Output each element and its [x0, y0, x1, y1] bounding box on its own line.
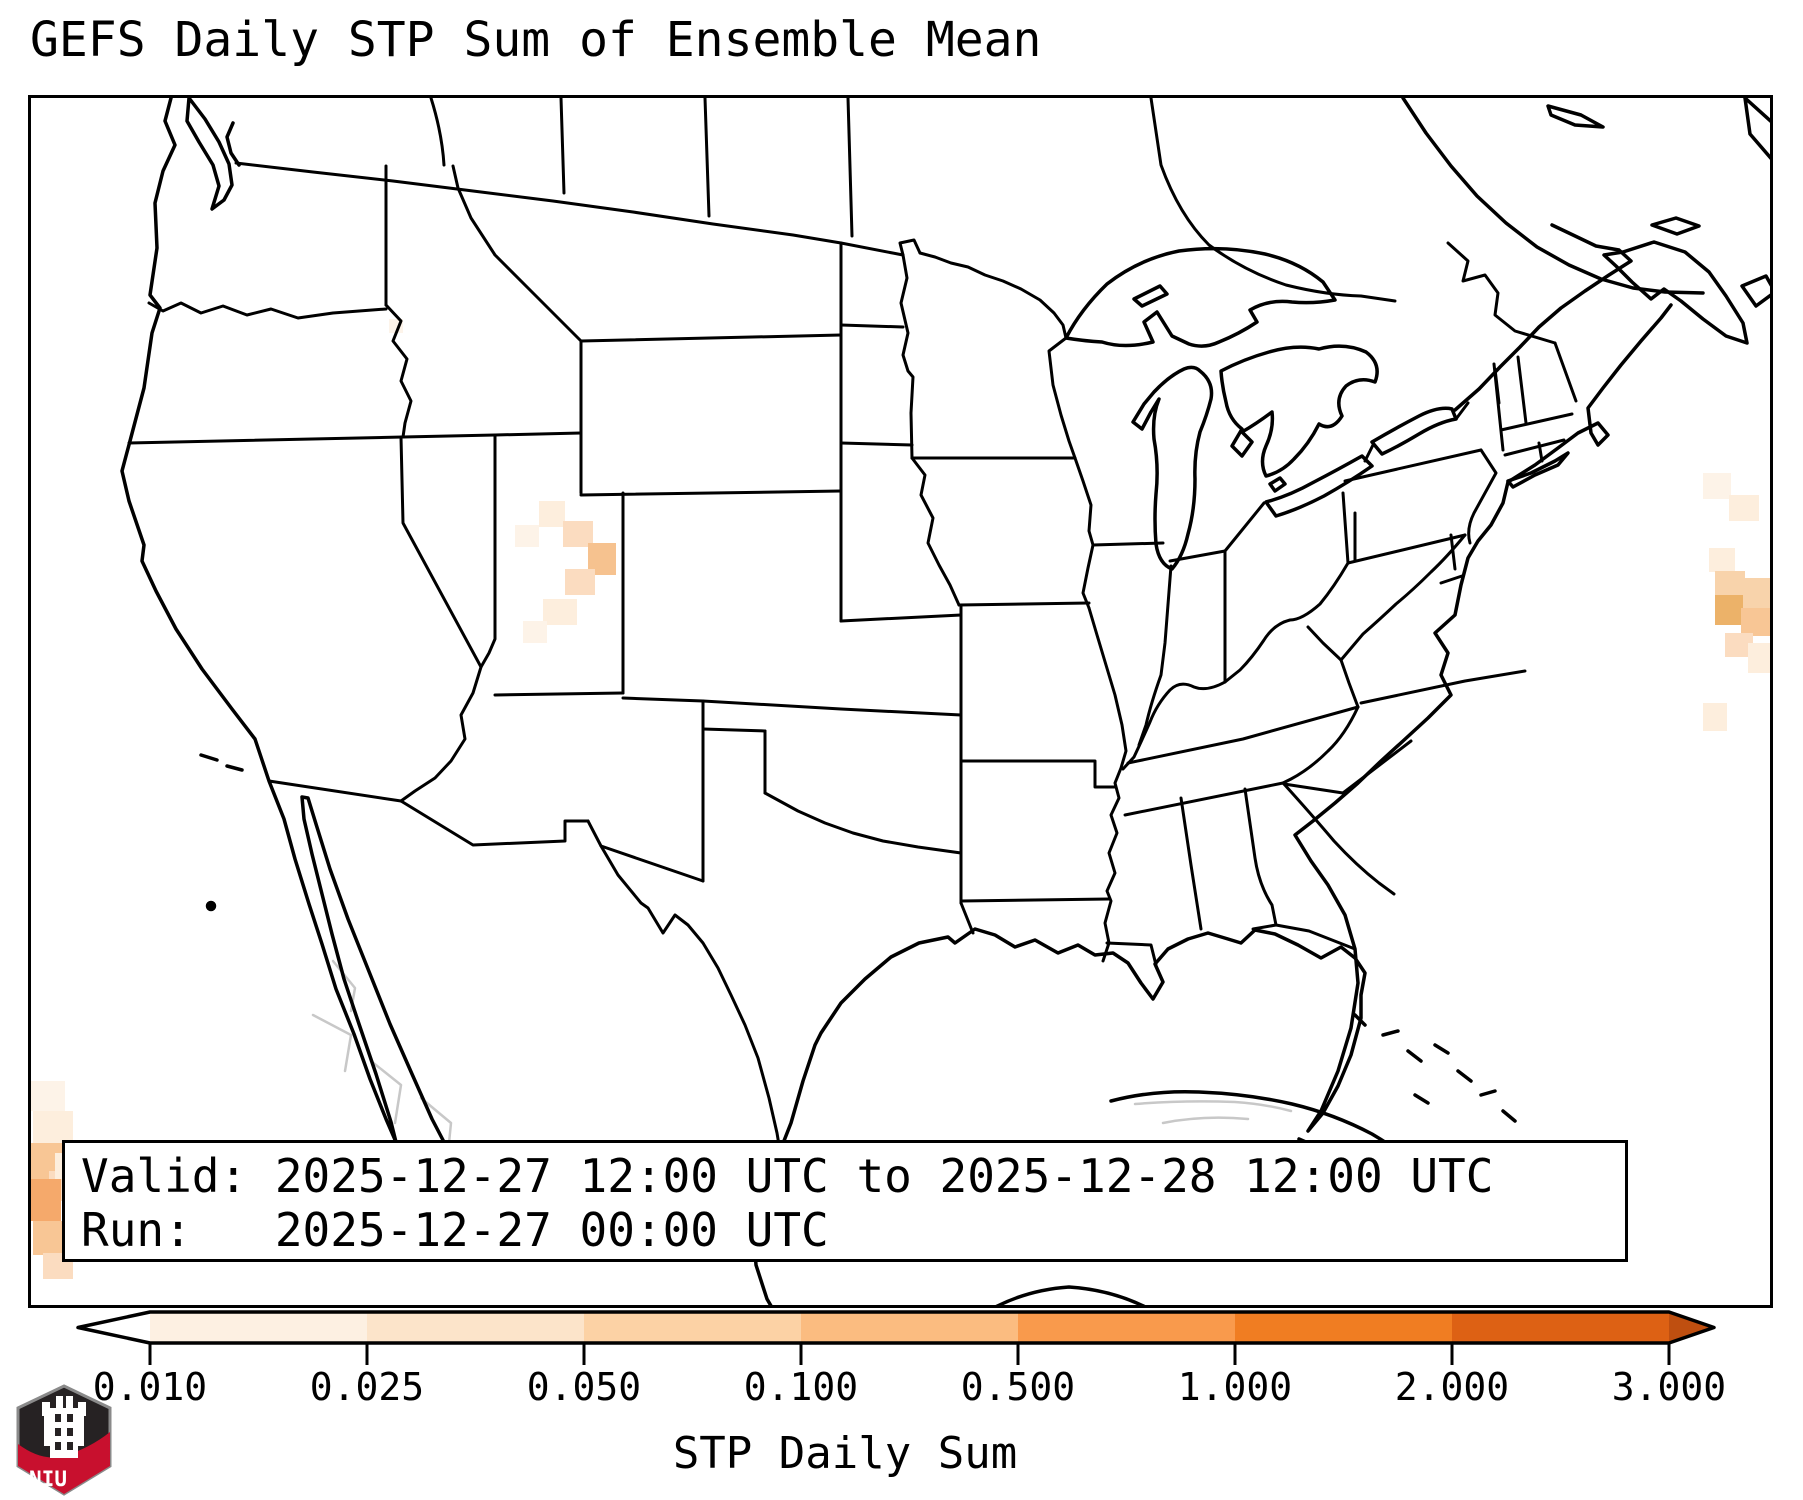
colorbar-segment	[367, 1312, 585, 1343]
colorbar-segment	[801, 1312, 1019, 1343]
colorbar-segment	[1452, 1312, 1670, 1343]
stp-data-patch	[1715, 571, 1745, 599]
info-box: Valid: 2025-12-27 12:00 UTC to 2025-12-2…	[62, 1140, 1628, 1262]
stp-data-patch	[515, 525, 539, 547]
stp-data-patch	[1709, 548, 1735, 572]
colorbar-tick-label: 3.000	[1612, 1365, 1726, 1409]
colorbar-outline	[76, 1310, 1716, 1345]
stp-data-patch	[565, 569, 595, 595]
stp-data-patch	[563, 521, 593, 547]
stp-data-patch	[1703, 703, 1727, 731]
stp-data-patch	[33, 1111, 73, 1145]
map-frame: Valid: 2025-12-27 12:00 UTC to 2025-12-2…	[28, 95, 1773, 1308]
colorbar-tick-label: 0.050	[527, 1365, 641, 1409]
stp-data-patch	[1741, 608, 1770, 636]
colorbar-segment	[584, 1312, 802, 1343]
state-borders	[127, 161, 1578, 1153]
stp-data-patch	[1748, 643, 1770, 673]
logo-text: NIU	[29, 1467, 67, 1491]
colorbar-segment	[150, 1312, 368, 1343]
colorbar-segments	[150, 1312, 1670, 1343]
colorbar-under-arrow	[78, 1312, 150, 1343]
niu-logo: NIU	[16, 1384, 112, 1496]
run-time-text: Run: 2025-12-27 00:00 UTC	[81, 1203, 829, 1257]
stp-data-patch	[1729, 495, 1759, 521]
map-patches	[31, 98, 1770, 1305]
figure-title: GEFS Daily STP Sum of Ensemble Mean	[30, 12, 1042, 68]
colorbar-tick-label: 0.500	[961, 1365, 1075, 1409]
colorbar-tick-label: 1.000	[1178, 1365, 1292, 1409]
colorbar-tick-label: 0.025	[310, 1365, 424, 1409]
stp-data-patch	[31, 1179, 61, 1221]
province-borders	[429, 98, 1397, 303]
logo-castle	[42, 1396, 86, 1458]
stp-data-patch	[1715, 595, 1743, 625]
stp-data-patch	[1703, 473, 1731, 499]
us-map	[120, 98, 1770, 1305]
colorbar-label: STP Daily Sum	[673, 1428, 1017, 1479]
coastlines	[120, 98, 1770, 1305]
valid-time-text: Valid: 2025-12-27 12:00 UTC to 2025-12-2…	[81, 1149, 1494, 1203]
colorbar-over-arrow	[1669, 1312, 1714, 1343]
colorbar-tick-label: 0.100	[744, 1365, 858, 1409]
stp-data-patch	[33, 1221, 67, 1255]
stp-data-patch	[31, 1081, 65, 1111]
logo-band	[18, 1432, 110, 1494]
great-lakes	[1064, 246, 1458, 571]
stp-data-patch	[1743, 578, 1770, 608]
stp-data-patch	[523, 621, 547, 643]
stp-data-patch	[543, 599, 577, 625]
logo-castle-windows	[55, 1414, 73, 1450]
colorbar-ticks: 0.010 0.025 0.050 0.100 0.500 1.000 2.000 3.000	[93, 1343, 1726, 1409]
stp-data-patch	[539, 501, 565, 527]
colorbar-segment	[1235, 1312, 1453, 1343]
colorbar-segment	[1018, 1312, 1236, 1343]
colorbar-tick-label: 2.000	[1395, 1365, 1509, 1409]
